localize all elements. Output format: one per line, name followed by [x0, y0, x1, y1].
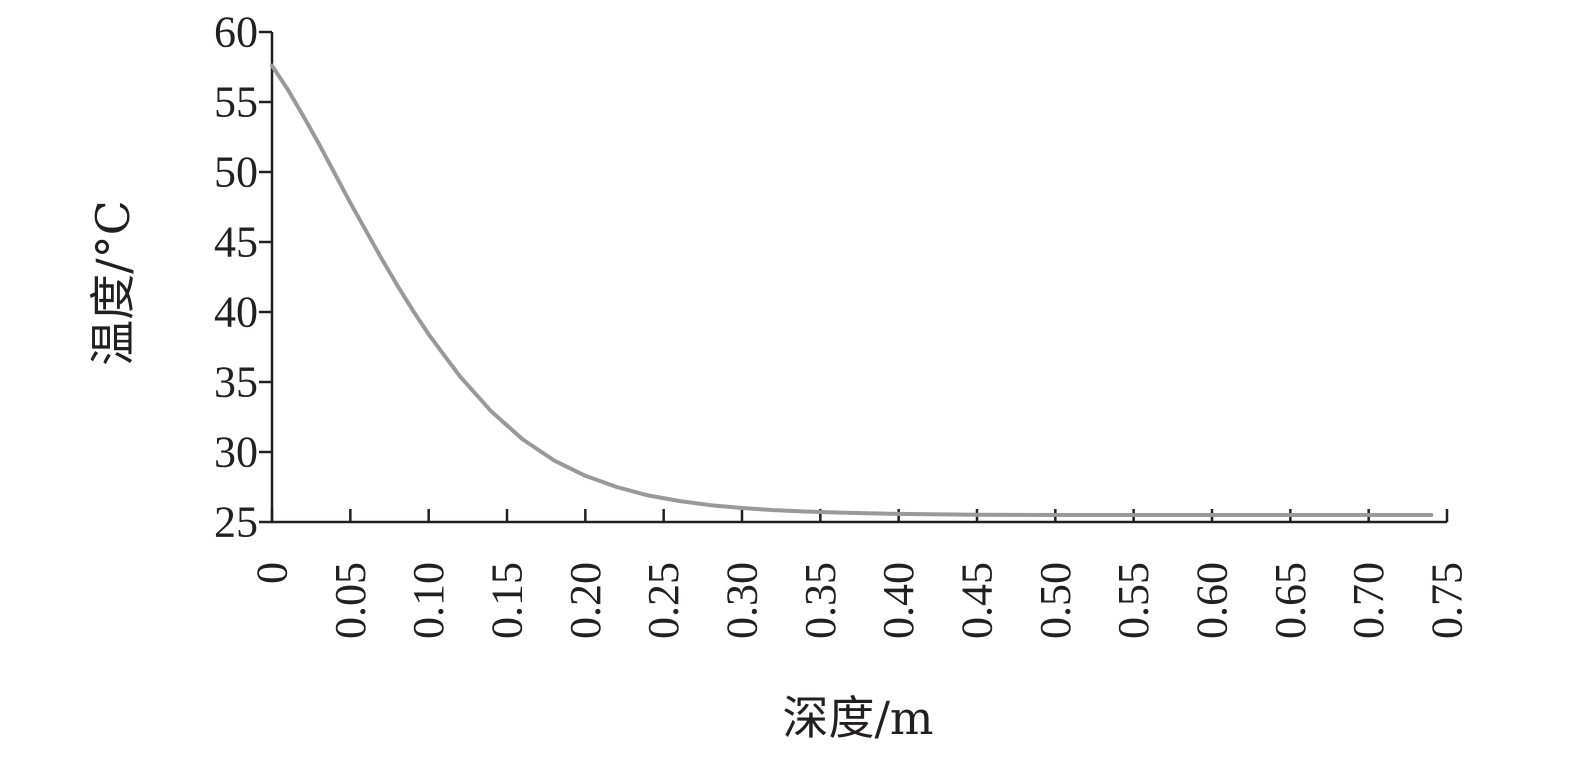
x-tick-label: 0.30	[718, 562, 767, 639]
x-tick-label: 0	[248, 562, 297, 584]
y-tick-label: 45	[214, 218, 258, 267]
x-axis-title: 深度/m	[782, 691, 933, 745]
x-tick-label: 0.65	[1266, 562, 1315, 639]
x-tick-label: 0.40	[874, 562, 923, 639]
x-tick-label: 0.70	[1344, 562, 1393, 639]
tick-labels: 25 30 35 40 45 50 55 60 0 0.05 0.10 0.15 0.20 0.25 0.3…	[214, 8, 1472, 640]
x-tick-label: 0.45	[953, 562, 1002, 639]
x-tick-label: 0.60	[1188, 562, 1237, 639]
x-tick-label: 0.10	[404, 562, 453, 639]
x-tick-label: 0.05	[326, 562, 375, 639]
y-tick-label: 25	[214, 498, 258, 547]
axes	[259, 30, 1449, 524]
x-tick-label: 0.75	[1423, 562, 1472, 639]
y-tick-label: 40	[214, 288, 258, 337]
y-tick-label: 35	[214, 358, 258, 407]
y-axis-title: 温度/°C	[86, 200, 140, 366]
x-tick-label: 0.50	[1031, 562, 1080, 639]
x-tick-label: 0.15	[483, 562, 532, 639]
x-tick-label: 0.55	[1109, 562, 1158, 639]
series-layer	[270, 63, 1434, 517]
x-tick-label: 0.20	[561, 562, 610, 639]
y-tick-label: 55	[214, 78, 258, 127]
y-tick-label: 60	[214, 8, 258, 57]
x-tick-label: 0.35	[796, 562, 845, 639]
y-tick-label: 50	[214, 148, 258, 197]
y-tick-label: 30	[214, 428, 258, 477]
x-tick-label: 0.25	[639, 562, 688, 639]
series-line	[270, 63, 1434, 517]
